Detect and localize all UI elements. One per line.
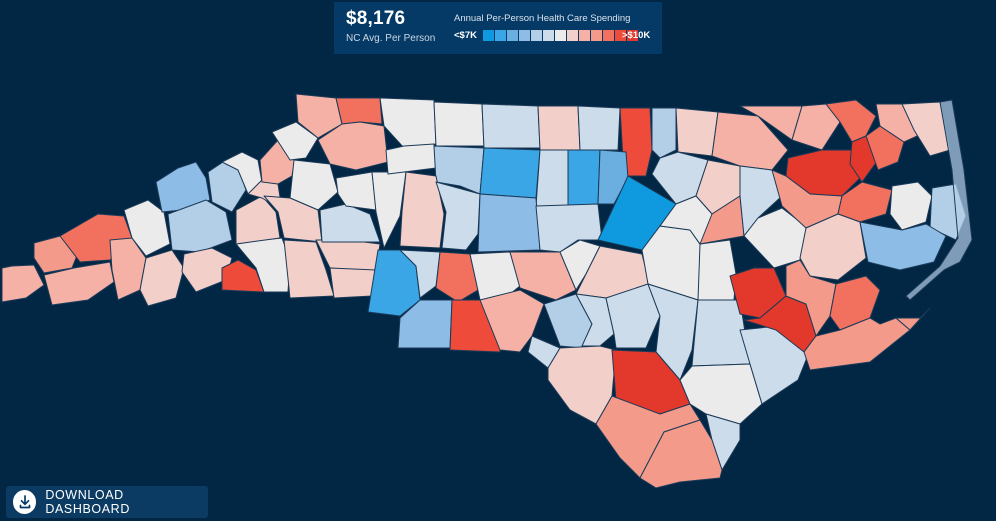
county-region[interactable] <box>859 221 947 271</box>
color-scale-swatch <box>603 30 614 41</box>
color-scale-swatch <box>579 30 590 41</box>
nc-average-label: NC Avg. Per Person <box>346 33 436 44</box>
color-scale-swatch <box>567 30 578 41</box>
county-region[interactable] <box>567 149 601 207</box>
county-region[interactable] <box>295 93 343 139</box>
county-region[interactable] <box>477 193 541 253</box>
county-region[interactable] <box>283 239 335 299</box>
county-region[interactable] <box>335 97 383 125</box>
county-region[interactable] <box>791 103 841 151</box>
color-scale-min-label: <$7K <box>454 30 477 41</box>
county-region[interactable] <box>319 203 381 243</box>
color-scale-swatch <box>495 30 506 41</box>
county-region[interactable] <box>705 413 741 471</box>
color-scale-swatches <box>483 30 639 41</box>
county-region[interactable] <box>155 161 211 213</box>
county-region[interactable] <box>379 97 437 149</box>
county-region[interactable] <box>479 147 541 199</box>
county-region[interactable] <box>329 267 377 299</box>
county-region[interactable] <box>235 195 281 245</box>
color-scale-max-label: >$10K <box>622 30 651 41</box>
county-region[interactable] <box>1 264 45 303</box>
county-region[interactable] <box>317 121 389 171</box>
color-scale-swatch <box>627 30 638 41</box>
color-scale-swatch <box>543 30 554 41</box>
county-region[interactable] <box>901 101 951 157</box>
county-region[interactable] <box>865 125 905 171</box>
county-region[interactable] <box>537 105 581 151</box>
county-region[interactable] <box>535 203 603 253</box>
county-region[interactable] <box>535 149 569 207</box>
color-scale-title: Annual Per-Person Health Care Spending <box>454 13 631 24</box>
county-region[interactable] <box>659 195 713 245</box>
county-region[interactable] <box>651 107 677 159</box>
county-region[interactable] <box>679 363 763 425</box>
county-region[interactable] <box>435 251 479 303</box>
color-scale-swatch <box>531 30 542 41</box>
county-region[interactable] <box>697 239 737 301</box>
download-dashboard-label: DOWNLOAD DASHBOARD <box>45 488 130 516</box>
nc-average-value: $8,176 <box>346 8 406 29</box>
county-region[interactable] <box>799 213 867 281</box>
county-region[interactable] <box>271 121 319 161</box>
county-region[interactable] <box>433 101 485 147</box>
county-region[interactable] <box>481 103 541 149</box>
county-region[interactable] <box>889 181 933 231</box>
county-region[interactable] <box>289 159 339 211</box>
color-scale-swatch <box>591 30 602 41</box>
county-region[interactable] <box>875 103 927 143</box>
county-region[interactable] <box>577 105 621 151</box>
county-region[interactable] <box>895 307 931 331</box>
county-region[interactable] <box>639 419 723 489</box>
download-icon <box>13 490 37 514</box>
county-region[interactable] <box>385 143 437 175</box>
color-scale-swatch <box>507 30 518 41</box>
county-region[interactable] <box>509 251 577 301</box>
color-scale-swatch <box>483 30 494 41</box>
color-scale-swatch <box>555 30 566 41</box>
color-scale-swatch <box>519 30 530 41</box>
county-region[interactable] <box>399 249 441 299</box>
summary-legend-panel: $8,176 NC Avg. Per Person Annual Per-Per… <box>334 2 662 54</box>
county-region[interactable] <box>675 107 719 157</box>
download-dashboard-button[interactable]: DOWNLOAD DASHBOARD <box>6 486 208 518</box>
color-scale-swatch <box>615 30 626 41</box>
county-region[interactable] <box>315 239 381 273</box>
county-region[interactable] <box>335 171 377 211</box>
county-region[interactable] <box>905 99 973 301</box>
county-region[interactable] <box>399 171 445 249</box>
county-region[interactable] <box>139 249 185 307</box>
